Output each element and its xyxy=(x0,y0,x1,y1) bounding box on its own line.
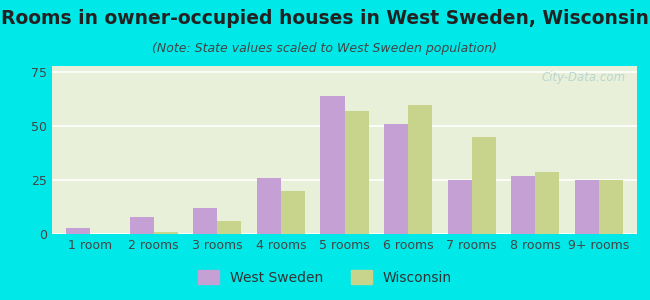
Bar xyxy=(129,217,154,234)
Text: (Note: State values scaled to West Sweden population): (Note: State values scaled to West Swede… xyxy=(153,42,497,55)
Bar xyxy=(281,191,305,234)
Bar xyxy=(447,180,472,234)
Bar xyxy=(472,137,496,234)
Bar xyxy=(575,180,599,234)
Bar xyxy=(154,232,178,234)
Bar xyxy=(599,180,623,234)
Bar xyxy=(384,124,408,234)
Bar xyxy=(344,111,369,234)
Bar xyxy=(217,221,242,234)
Text: City-Data.com: City-Data.com xyxy=(541,71,625,84)
Bar xyxy=(193,208,217,234)
Bar xyxy=(511,176,535,234)
Bar xyxy=(257,178,281,234)
Bar xyxy=(66,227,90,234)
Bar xyxy=(535,172,560,234)
Bar xyxy=(320,96,344,234)
Text: Rooms in owner-occupied houses in West Sweden, Wisconsin: Rooms in owner-occupied houses in West S… xyxy=(1,9,649,28)
Bar xyxy=(408,105,432,234)
Legend: West Sweden, Wisconsin: West Sweden, Wisconsin xyxy=(192,264,458,290)
